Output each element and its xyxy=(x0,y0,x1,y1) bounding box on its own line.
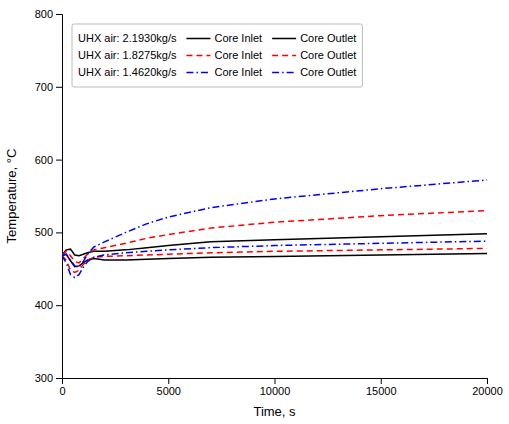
x-tick-label: 20000 xyxy=(472,385,503,397)
legend: UHX air: 2.1930kg/s Core Inlet Core Outlet… xyxy=(72,24,362,87)
series-line xyxy=(62,180,487,267)
legend-label: Core Inlet xyxy=(214,49,262,61)
x-tick: 10000 xyxy=(260,378,291,397)
y-axis: 300 400 500 600 700 800 xyxy=(35,8,63,384)
x-tick-mark xyxy=(275,378,276,384)
legend-label: Core Inlet xyxy=(214,66,262,78)
x-axis-title: Time, s xyxy=(253,404,296,419)
y-tick-mark xyxy=(56,160,62,161)
x-tick-mark xyxy=(381,378,382,384)
y-tick-label: 700 xyxy=(35,81,53,93)
legend-swatch xyxy=(186,72,210,74)
y-axis-title: Temperature, °C xyxy=(4,149,19,244)
x-tick-mark xyxy=(487,378,488,384)
legend-group-label: UHX air: 1.4620kg/s xyxy=(78,66,177,78)
x-tick-mark xyxy=(168,378,169,384)
x-tick-label: 5000 xyxy=(157,385,181,397)
legend-swatch xyxy=(272,55,296,57)
legend-swatch xyxy=(186,55,210,57)
legend-swatch xyxy=(272,38,296,40)
x-axis: 0 5000 10000 15000 20000 xyxy=(59,378,502,397)
y-tick-mark xyxy=(56,378,62,379)
x-tick: 15000 xyxy=(366,378,397,397)
y-tick-label: 600 xyxy=(35,154,53,166)
legend-label: Core Outlet xyxy=(300,49,356,61)
y-tick-mark xyxy=(56,87,62,88)
x-tick-label: 10000 xyxy=(260,385,291,397)
y-tick-label: 500 xyxy=(35,226,53,238)
y-tick: 300 xyxy=(35,372,62,384)
y-tick-mark xyxy=(56,14,62,15)
x-tick: 5000 xyxy=(157,378,181,397)
y-tick: 500 xyxy=(35,226,62,238)
x-tick: 20000 xyxy=(472,378,503,397)
y-tick: 600 xyxy=(35,154,62,166)
y-tick: 800 xyxy=(35,8,62,20)
x-tick-label: 15000 xyxy=(366,385,397,397)
series-line xyxy=(62,254,487,267)
x-axis-line xyxy=(63,379,488,385)
legend-group-label: UHX air: 2.1930kg/s xyxy=(78,32,177,44)
legend-swatch xyxy=(186,38,210,40)
legend-label: Core Outlet xyxy=(300,66,356,78)
legend-group-label: UHX air: 1.8275kg/s xyxy=(78,49,177,61)
y-tick-label: 800 xyxy=(35,8,53,20)
plot-area xyxy=(62,180,487,278)
y-tick: 700 xyxy=(35,81,62,93)
y-tick-mark xyxy=(56,232,62,233)
x-tick: 0 xyxy=(59,378,65,397)
legend-swatch xyxy=(272,72,296,74)
y-tick-label: 300 xyxy=(35,372,53,384)
y-tick-label: 400 xyxy=(35,299,53,311)
legend-box xyxy=(72,24,362,87)
legend-label: Core Outlet xyxy=(300,32,356,44)
legend-label: Core Inlet xyxy=(214,32,262,44)
y-axis-line xyxy=(56,15,63,379)
y-tick-mark xyxy=(56,305,62,306)
chart: 0 5000 10000 15000 20000 300 400 500 600 700 800 Ti… xyxy=(0,0,509,424)
series-line xyxy=(62,211,487,263)
series-line xyxy=(62,248,487,272)
series-line xyxy=(62,241,487,277)
x-tick-label: 0 xyxy=(59,385,65,397)
y-tick: 400 xyxy=(35,299,62,311)
